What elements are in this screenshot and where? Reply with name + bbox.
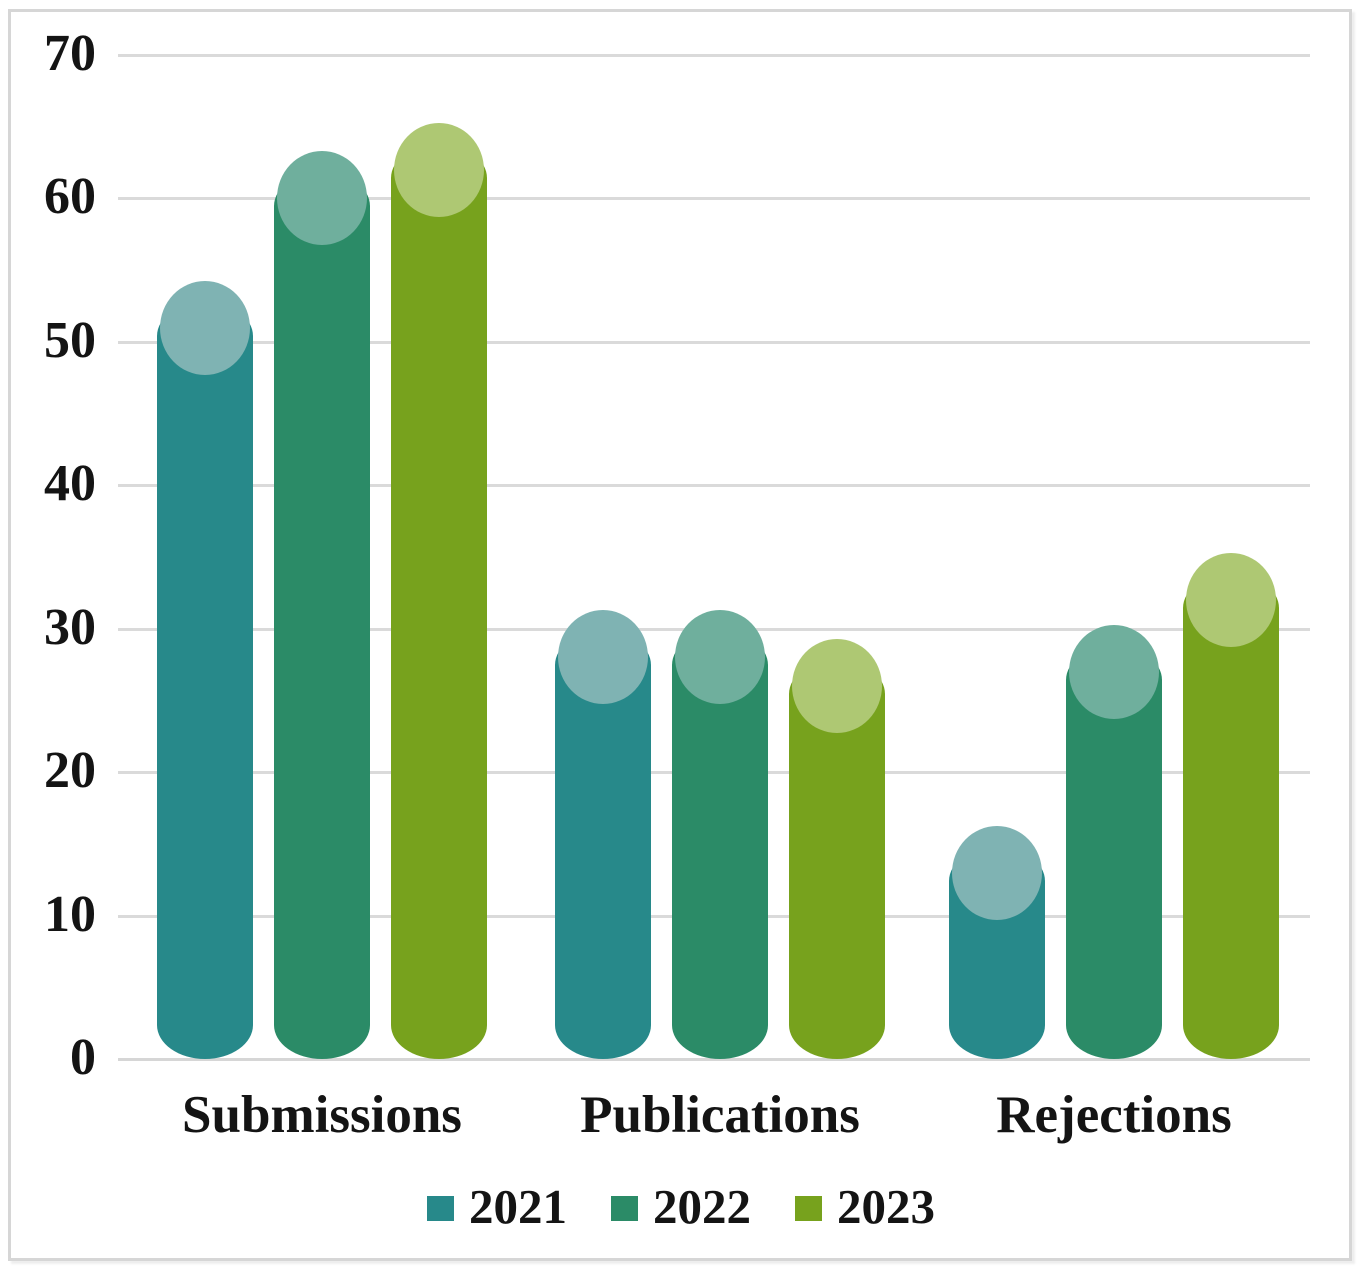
- y-tick-label-20: 20: [44, 742, 96, 800]
- y-tick-label-10: 10: [44, 885, 96, 943]
- legend-swatch-icon: [427, 1196, 454, 1221]
- category-label-rejections: Rejections: [996, 1086, 1232, 1144]
- legend: 2021 2022 2023: [0, 1182, 1362, 1231]
- gridline-50: [118, 340, 1310, 344]
- bar-cap-rejections-2022: [1069, 624, 1159, 719]
- category-label-publications: Publications: [580, 1086, 860, 1144]
- y-tick-label-50: 50: [44, 311, 96, 369]
- legend-swatch-icon: [795, 1196, 822, 1221]
- bar-cap-rejections-2023: [1186, 553, 1276, 648]
- bar-cap-submissions-2022: [277, 151, 367, 246]
- gridline-40: [118, 484, 1310, 488]
- bar-submissions-2022: [274, 172, 370, 1059]
- legend-item-2023: 2023: [795, 1182, 935, 1231]
- bar-cap-publications-2021: [558, 610, 648, 705]
- legend-item-2021: 2021: [427, 1182, 567, 1231]
- legend-item-2022: 2022: [611, 1182, 751, 1231]
- gridline-60: [118, 197, 1310, 201]
- category-label-submissions: Submissions: [182, 1086, 462, 1144]
- legend-label-2021: 2021: [469, 1179, 567, 1234]
- bar-cap-publications-2023: [792, 639, 882, 734]
- bar-submissions-2023: [391, 143, 487, 1059]
- y-tick-label-40: 40: [44, 455, 96, 513]
- legend-label-2023: 2023: [837, 1179, 935, 1234]
- bar-cap-rejections-2021: [952, 825, 1042, 920]
- legend-swatch-icon: [611, 1196, 638, 1221]
- bar-cap-publications-2022: [675, 610, 765, 705]
- x-axis-line: [118, 1058, 1310, 1061]
- gridline-70: [118, 54, 1310, 57]
- bar-cap-submissions-2021: [160, 280, 250, 375]
- y-tick-label-30: 30: [44, 598, 96, 656]
- bar-cap-submissions-2023: [394, 122, 484, 217]
- y-tick-label-70: 70: [44, 24, 96, 82]
- y-tick-label-0: 0: [70, 1028, 96, 1086]
- bar-submissions-2021: [157, 301, 253, 1059]
- legend-label-2022: 2022: [653, 1179, 751, 1234]
- y-tick-label-60: 60: [44, 168, 96, 226]
- bar-rejections-2023: [1183, 574, 1279, 1059]
